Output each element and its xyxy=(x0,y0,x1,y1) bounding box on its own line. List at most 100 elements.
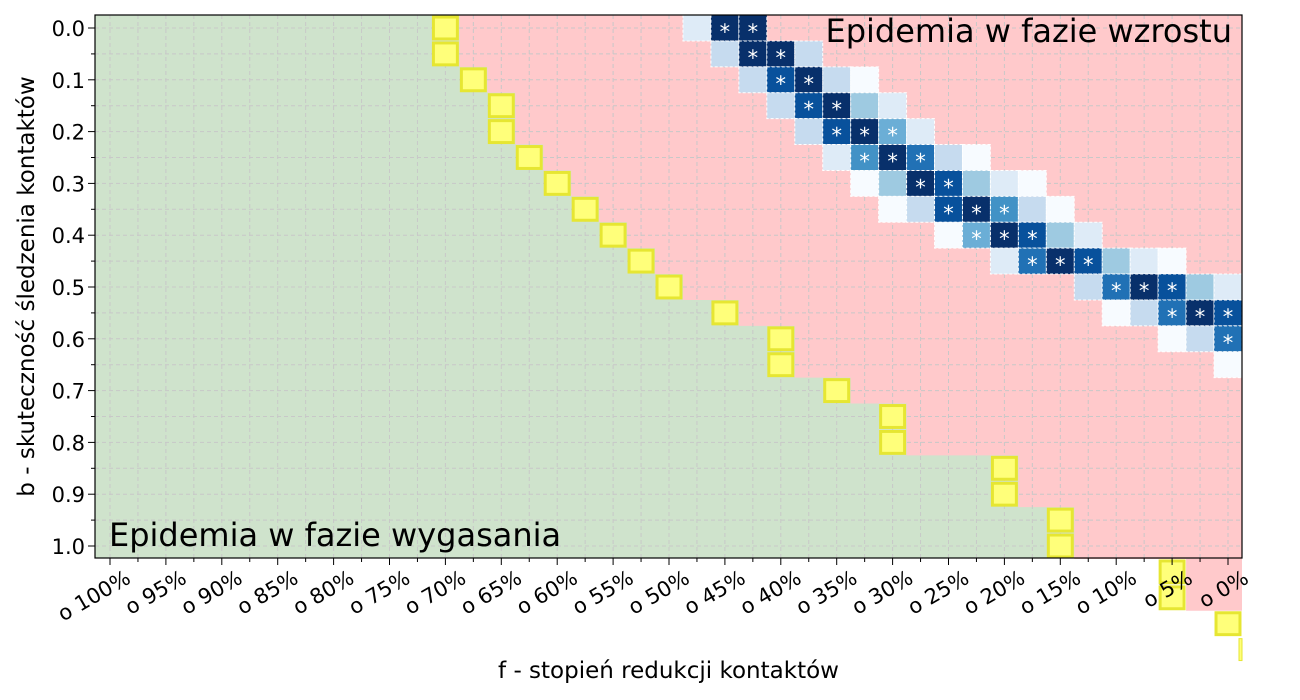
significance-star: * xyxy=(1167,279,1178,303)
heat-cell xyxy=(1045,247,1075,275)
significance-star: * xyxy=(887,150,898,174)
y-tick-label: 0.1 xyxy=(52,69,85,93)
y-axis-title: b - skuteczność śledzenia kontaktów xyxy=(14,76,40,496)
significance-star: * xyxy=(804,72,815,96)
heat-cell xyxy=(1129,247,1159,275)
threshold-cell xyxy=(487,93,515,119)
heat-cell xyxy=(906,169,936,197)
heat-cell xyxy=(1157,299,1187,327)
x-tick-label: o 60% xyxy=(512,566,581,620)
heat-cell xyxy=(682,14,712,42)
threshold-cell xyxy=(879,429,907,455)
x-tick-label: o 40% xyxy=(736,566,805,620)
significance-star: * xyxy=(943,175,954,199)
x-tick-label: o 90% xyxy=(177,566,246,620)
x-tick-label: o 95% xyxy=(121,566,190,620)
significance-star: * xyxy=(1139,279,1150,303)
threshold-cell xyxy=(767,352,795,378)
threshold-cell xyxy=(1158,585,1186,611)
significance-star: * xyxy=(776,72,787,96)
heat-cell xyxy=(906,118,936,146)
heat-cell xyxy=(961,144,991,171)
y-tick-label: 0.7 xyxy=(52,380,85,404)
x-tick-label: o 100% xyxy=(54,566,135,627)
y-tick-label: 0.9 xyxy=(52,483,85,507)
heat-cell xyxy=(738,66,768,94)
heat-cell xyxy=(1185,299,1215,327)
heat-cell xyxy=(934,144,963,171)
threshold-cell xyxy=(1238,638,1243,662)
heat-cell xyxy=(1073,221,1103,249)
heat-cell xyxy=(822,144,852,171)
heat-cell xyxy=(1073,273,1103,301)
heat-cell xyxy=(1185,273,1215,301)
threshold-cell xyxy=(990,455,1018,481)
x-tick-label: o 65% xyxy=(456,566,525,620)
x-tick-label: o 20% xyxy=(960,566,1029,620)
threshold-cell xyxy=(543,170,571,196)
heat-cell xyxy=(1101,247,1131,275)
significance-star: * xyxy=(915,150,926,174)
heat-cell xyxy=(1157,325,1187,353)
significance-star: * xyxy=(887,124,898,148)
growth-region xyxy=(459,15,1242,663)
heat-cell xyxy=(878,169,908,197)
significance-star: * xyxy=(1195,305,1206,329)
significance-star: * xyxy=(831,98,842,122)
threshold-cell xyxy=(487,119,515,145)
significance-star: * xyxy=(720,20,731,44)
y-tick-label: 0.8 xyxy=(52,431,85,455)
decline-phase-label: Epidemia w fazie wygasania xyxy=(109,516,561,554)
significance-star: * xyxy=(1027,253,1038,277)
heat-cell xyxy=(766,92,796,120)
heat-cell xyxy=(1101,299,1131,327)
threshold-cell xyxy=(990,481,1018,507)
x-axis-title: f - stopień redukcji kontaktów xyxy=(498,658,839,684)
significance-star: * xyxy=(943,201,954,225)
significance-star: * xyxy=(1027,227,1038,251)
significance-star: * xyxy=(1223,305,1234,329)
significance-star: * xyxy=(1083,253,1094,277)
x-ticks: o 100%o 95%o 90%o 85%o 80%o 75%o 70%o 65… xyxy=(54,558,1253,626)
significance-star: * xyxy=(1055,253,1066,277)
x-tick-label: o 10% xyxy=(1071,566,1140,620)
threshold-cell xyxy=(879,404,907,429)
y-ticks: 0.0 0.1 0.2 0.3 0.4 0.5 0.6 0.7 0.8 0.9 1.0 xyxy=(52,17,95,559)
x-tick-label: o 35% xyxy=(792,566,861,620)
significance-star: * xyxy=(831,124,842,148)
significance-star: * xyxy=(776,46,787,70)
threshold-cell xyxy=(571,196,599,222)
threshold-cell xyxy=(1046,507,1074,533)
x-tick-label: o 75% xyxy=(345,566,414,620)
threshold-cells-layer xyxy=(431,15,1243,662)
heat-cell xyxy=(850,92,880,120)
significance-star: * xyxy=(971,227,982,251)
heat-cell xyxy=(1101,273,1131,301)
heat-cell xyxy=(906,195,936,223)
significance-star: * xyxy=(804,98,815,122)
x-tick-label: o 30% xyxy=(848,566,917,620)
heat-cells-layer: * ** ** ** ** * ** * ** ** * ** * ** * ** * ** * ** xyxy=(682,14,1243,379)
significance-star: * xyxy=(1223,331,1234,355)
significance-star: * xyxy=(748,20,759,44)
heat-cell xyxy=(1045,195,1075,223)
significance-star: * xyxy=(1167,305,1178,329)
y-tick-label: 0.3 xyxy=(52,172,85,196)
heat-cell xyxy=(1185,325,1215,353)
heat-cell xyxy=(794,40,824,68)
x-tick-label: o 80% xyxy=(289,566,358,620)
threshold-cell xyxy=(459,67,487,93)
x-tick-label: o 70% xyxy=(401,566,470,620)
threshold-cell xyxy=(599,222,627,248)
heat-cell xyxy=(850,66,880,94)
heat-cell xyxy=(1017,195,1047,223)
x-tick-label: o 45% xyxy=(680,566,749,620)
x-tick-label: o 50% xyxy=(624,566,693,620)
heat-cell xyxy=(1017,221,1047,249)
heat-cell xyxy=(850,169,880,197)
y-tick-label: 0.2 xyxy=(52,121,85,145)
heat-cell xyxy=(1129,299,1159,327)
x-tick-label: o 85% xyxy=(233,566,302,620)
heat-cell xyxy=(822,92,852,120)
